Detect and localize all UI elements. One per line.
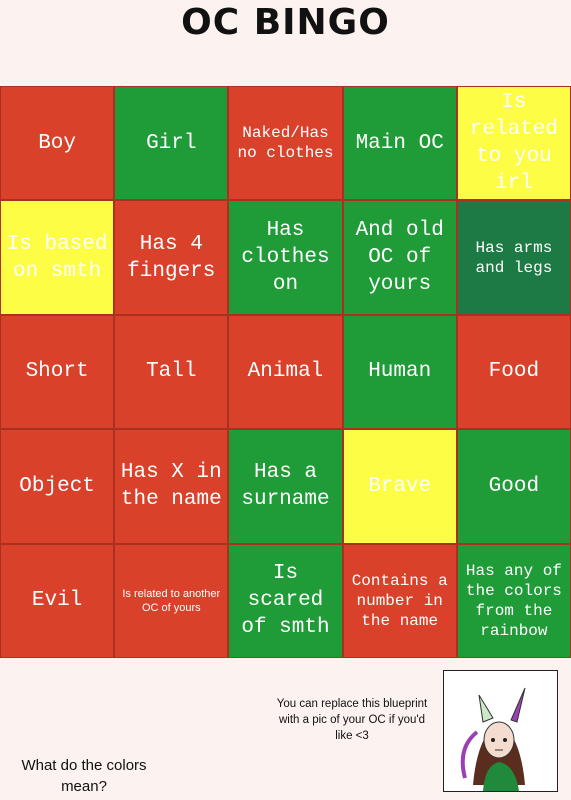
bingo-cell: Contains a number in the name bbox=[342, 543, 457, 658]
bingo-cell: Has arms and legs bbox=[456, 200, 571, 315]
horn bbox=[478, 694, 494, 723]
bingo-cell: Is related to another OC of yours bbox=[114, 543, 229, 658]
bingo-cell: Girl bbox=[114, 86, 229, 201]
bingo-cell: Boy bbox=[0, 86, 115, 201]
bingo-cell: And old OC of yours bbox=[342, 200, 457, 315]
bingo-cell: Good bbox=[456, 429, 571, 544]
question: What do the colors mean? bbox=[21, 757, 147, 795]
bingo-cell: Has X in the name bbox=[114, 429, 229, 544]
eye bbox=[491, 738, 495, 742]
bingo-cell: Food bbox=[456, 314, 571, 430]
bingo-cell: Animal bbox=[228, 314, 343, 430]
bingo-cell: Main OC bbox=[342, 86, 457, 201]
bingo-cell: Has a surname bbox=[228, 429, 343, 544]
horn bbox=[510, 687, 526, 723]
body bbox=[483, 762, 519, 791]
bingo-cell: Is related to you irl bbox=[456, 86, 571, 201]
title: OC BINGO bbox=[181, 2, 390, 43]
bingo-cell: Brave bbox=[342, 429, 457, 544]
tail bbox=[460, 730, 479, 779]
bingo-cell: Naked/Has no clothes bbox=[228, 86, 343, 201]
bingo-cell: Has clothes on bbox=[228, 200, 343, 315]
bingo-cell: Evil bbox=[0, 543, 115, 658]
bingo-cell: Short bbox=[0, 314, 115, 430]
note: You can replace this blueprint with a pi… bbox=[276, 698, 428, 742]
bingo-grid: Boy Girl Naked/Has no clothes Main OC Is rel… bbox=[0, 86, 571, 658]
bingo-cell: Is scared of smth bbox=[228, 543, 343, 658]
bingo-cell: Object bbox=[0, 429, 115, 544]
bingo-cell: Human bbox=[342, 314, 457, 430]
bingo-cell: Has any of the colors from the rainbow bbox=[456, 543, 571, 658]
oc-picture bbox=[443, 670, 558, 792]
bingo-cell: Tall bbox=[114, 314, 229, 430]
bingo-cell: Has 4 fingers bbox=[114, 200, 229, 315]
bingo-cell: Is based on smth bbox=[0, 200, 115, 315]
eye bbox=[503, 738, 507, 742]
face bbox=[483, 721, 515, 759]
